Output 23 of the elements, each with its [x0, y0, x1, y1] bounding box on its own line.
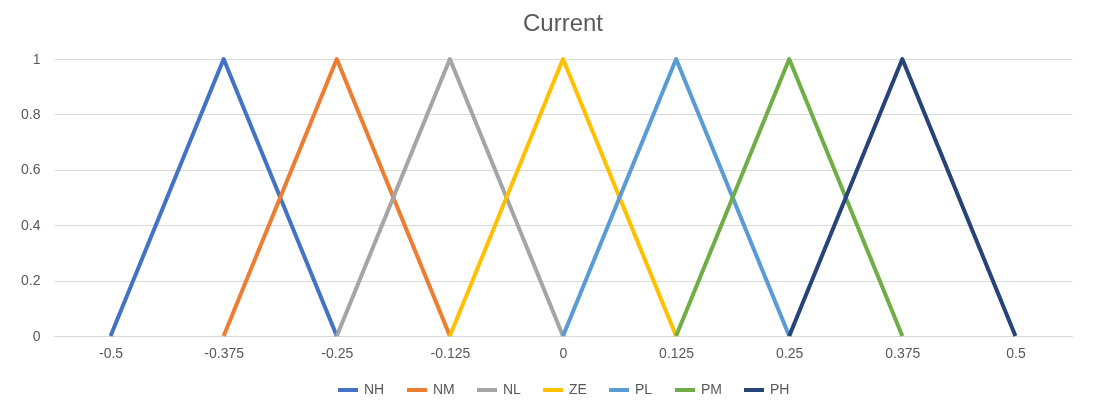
y-tick-label: 0: [32, 327, 41, 344]
x-tick-label: 0: [559, 344, 568, 361]
y-tick-label: 0.2: [21, 272, 41, 289]
legend-label: ZE: [569, 381, 587, 397]
legend-label: NM: [433, 381, 455, 397]
x-tick-label: 0.25: [776, 344, 804, 361]
legend-label: PL: [635, 381, 653, 397]
y-tick-label: 0.6: [21, 161, 41, 178]
legend-label: NL: [503, 381, 522, 397]
y-tick-label: 1: [32, 50, 41, 67]
x-tick-label: 0.5: [1006, 344, 1026, 361]
chart-title: Current: [522, 9, 604, 36]
x-tick-label: 0.125: [659, 344, 695, 361]
y-tick-label: 0.8: [21, 105, 41, 122]
y-tick-label: 0.4: [21, 216, 41, 233]
x-tick-label: -0.5: [98, 344, 124, 361]
legend-label: NH: [364, 381, 385, 397]
x-tick-label: 0.375: [885, 344, 921, 361]
x-tick-label: -0.25: [321, 344, 354, 361]
legend-label: PH: [770, 381, 790, 397]
x-tick-label: -0.375: [204, 344, 245, 361]
legend-label: PM: [701, 381, 722, 397]
x-tick-label: -0.125: [430, 344, 471, 361]
